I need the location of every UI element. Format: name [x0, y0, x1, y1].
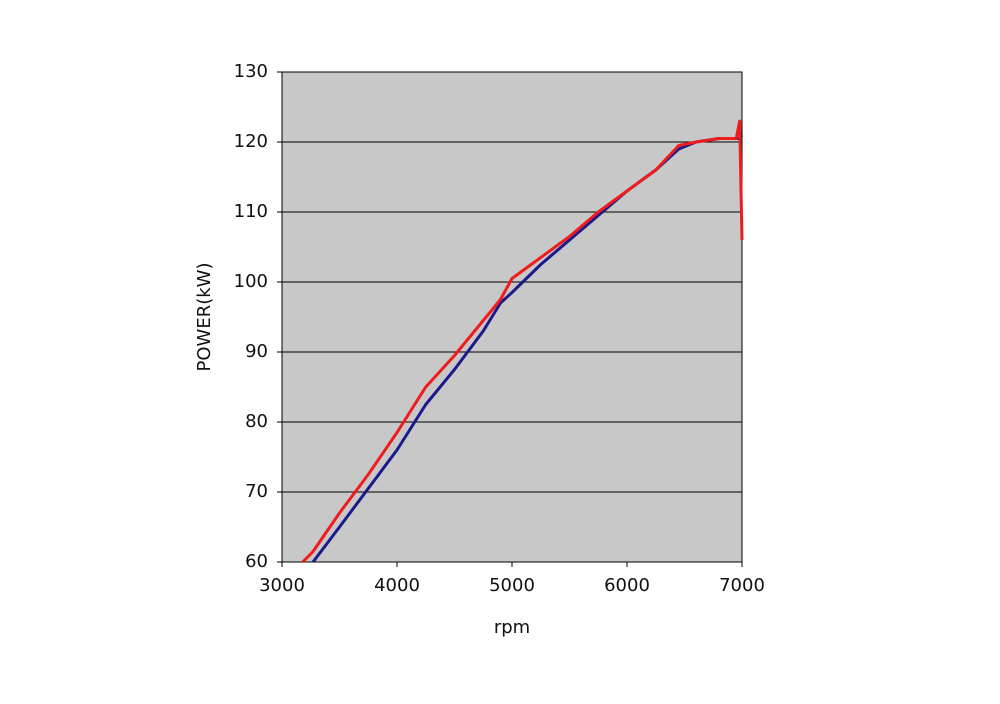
x-tick-label: 5000	[489, 575, 535, 596]
y-tick-label: 100	[234, 271, 268, 292]
x-tick-label: 4000	[374, 575, 420, 596]
data-line	[301, 119, 744, 564]
x-tick-label: 6000	[604, 575, 650, 596]
y-tick-label: 60	[245, 551, 268, 572]
y-tick-label: 90	[245, 341, 268, 362]
x-axis-label: rpm	[494, 617, 530, 638]
y-tick-label: 80	[245, 411, 268, 432]
plot-area	[282, 72, 742, 562]
x-tick-label: 7000	[719, 575, 765, 596]
y-tick-label: 120	[234, 131, 268, 152]
x-tick-label: 3000	[259, 575, 305, 596]
y-axis-label: POWER(kW)	[194, 263, 215, 372]
y-tick-label: 130	[234, 61, 268, 82]
y-tick-label: 110	[234, 201, 268, 222]
plot-border	[281, 71, 743, 563]
y-tick-label: 70	[245, 481, 268, 502]
